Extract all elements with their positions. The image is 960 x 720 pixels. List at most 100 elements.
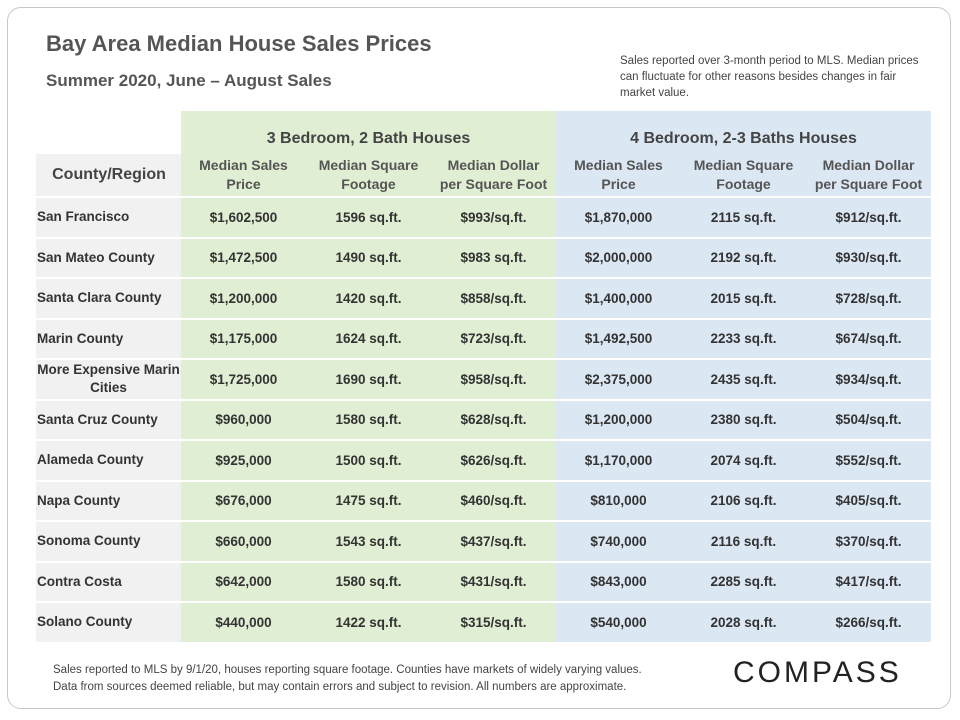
column-header-line: Median Dollar [822, 157, 915, 173]
column-header-line: Footage [716, 176, 771, 192]
table-cell: 1690 sq.ft. [306, 358, 431, 399]
column-header-line: per Square Foot [814, 176, 923, 192]
row-header-label: County/Region [36, 154, 181, 196]
table-cell: $983 sq.ft. [431, 236, 556, 277]
table-cell: 1500 sq.ft. [306, 439, 431, 480]
table-cell: $628/sq.ft. [431, 398, 556, 439]
table-cell: 2233 sq.ft. [681, 317, 806, 358]
row-label: Solano County [36, 601, 181, 642]
column-header-line: Footage [341, 176, 396, 192]
table-cell: $993/sq.ft. [431, 196, 556, 237]
column-header: Median Sales Price [556, 154, 681, 196]
table-cell: $431/sq.ft. [431, 560, 556, 601]
table-cell: 1475 sq.ft. [306, 479, 431, 520]
table-cell: 2435 sq.ft. [681, 358, 806, 399]
table-cell: $1,170,000 [556, 439, 681, 480]
column-header: Median Dollar per Square Foot [431, 154, 556, 196]
table-cell: 2285 sq.ft. [681, 560, 806, 601]
table-cell: 1596 sq.ft. [306, 196, 431, 237]
row-label: San Francisco [36, 196, 181, 237]
column-header-line: Price [226, 176, 261, 192]
table-cell: $437/sq.ft. [431, 520, 556, 561]
table-cell: 1580 sq.ft. [306, 560, 431, 601]
table-cell: $1,492,500 [556, 317, 681, 358]
table-cell: $460/sq.ft. [431, 479, 556, 520]
table-cell: $728/sq.ft. [806, 277, 931, 318]
column-header: Median Dollar per Square Foot [806, 154, 931, 196]
table-cell: $315/sq.ft. [431, 601, 556, 642]
table-cell: $405/sq.ft. [806, 479, 931, 520]
row-label: San Mateo County [36, 236, 181, 277]
table-cell: 1420 sq.ft. [306, 277, 431, 318]
column-header-line: Median Sales [574, 157, 663, 173]
table-cell: $626/sq.ft. [431, 439, 556, 480]
table-cell: $2,000,000 [556, 236, 681, 277]
table-cell: $930/sq.ft. [806, 236, 931, 277]
footer-line-2: Data from sources deemed reliable, but m… [53, 681, 627, 693]
table-cell: $440,000 [181, 601, 306, 642]
corner-blank [36, 111, 181, 154]
table-cell: $1,870,000 [556, 196, 681, 237]
table-cell: $925,000 [181, 439, 306, 480]
card-frame [7, 7, 951, 709]
table-cell: $552/sq.ft. [806, 439, 931, 480]
price-table: 3 Bedroom, 2 Bath Houses 4 Bedroom, 2-3 B… [36, 111, 931, 642]
row-label: Contra Costa [36, 560, 181, 601]
column-header: Median Sales Price [181, 154, 306, 196]
row-label: Santa Clara County [36, 277, 181, 318]
table-cell: 1624 sq.ft. [306, 317, 431, 358]
table-cell: $2,375,000 [556, 358, 681, 399]
table-cell: 2028 sq.ft. [681, 601, 806, 642]
table-cell: $674/sq.ft. [806, 317, 931, 358]
methodology-note: Sales reported over 3-month period to ML… [620, 55, 919, 99]
table-cell: 2192 sq.ft. [681, 236, 806, 277]
table-cell: 2115 sq.ft. [681, 196, 806, 237]
group-header-3bed: 3 Bedroom, 2 Bath Houses [181, 111, 556, 154]
table-cell: $1,200,000 [181, 277, 306, 318]
table-cell: 2015 sq.ft. [681, 277, 806, 318]
row-label: More Expensive Marin Cities [36, 358, 181, 399]
table-cell: 1543 sq.ft. [306, 520, 431, 561]
table-cell: 2106 sq.ft. [681, 479, 806, 520]
column-header-line: per Square Foot [439, 176, 548, 192]
table-cell: $1,200,000 [556, 398, 681, 439]
column-header-line: Median Square [693, 157, 794, 173]
row-label: Sonoma County [36, 520, 181, 561]
table-cell: $934/sq.ft. [806, 358, 931, 399]
table-cell: $504/sq.ft. [806, 398, 931, 439]
compass-logo: COMPASS [733, 656, 902, 689]
table-cell: $370/sq.ft. [806, 520, 931, 561]
footer-notes: Sales reported to MLS by 9/1/20, houses … [53, 662, 642, 696]
page-subtitle: Summer 2020, June – August Sales [46, 71, 332, 90]
page-title: Bay Area Median House Sales Prices [46, 31, 432, 56]
table-cell: $642,000 [181, 560, 306, 601]
row-label: Napa County [36, 479, 181, 520]
table-cell: 2380 sq.ft. [681, 398, 806, 439]
table-cell: $958/sq.ft. [431, 358, 556, 399]
table-cell: $843,000 [556, 560, 681, 601]
table-cell: 1490 sq.ft. [306, 236, 431, 277]
table-cell: $676,000 [181, 479, 306, 520]
table-cell: $417/sq.ft. [806, 560, 931, 601]
table-cell: $540,000 [556, 601, 681, 642]
table-cell: 2116 sq.ft. [681, 520, 806, 561]
row-label: Marin County [36, 317, 181, 358]
table-cell: $660,000 [181, 520, 306, 561]
table-cell: $810,000 [556, 479, 681, 520]
footer-line-1: Sales reported to MLS by 9/1/20, houses … [53, 664, 642, 676]
table-cell: $1,472,500 [181, 236, 306, 277]
group-header-4bed: 4 Bedroom, 2-3 Baths Houses [556, 111, 931, 154]
column-header-line: Median Dollar [447, 157, 540, 173]
table-cell: $266/sq.ft. [806, 601, 931, 642]
row-label: Santa Cruz County [36, 398, 181, 439]
table-cell: $960,000 [181, 398, 306, 439]
table-cell: $1,725,000 [181, 358, 306, 399]
table-cell: $912/sq.ft. [806, 196, 931, 237]
table-cell: $740,000 [556, 520, 681, 561]
column-header-line: Median Square [318, 157, 419, 173]
column-header: Median Square Footage [306, 154, 431, 196]
table-cell: 1422 sq.ft. [306, 601, 431, 642]
table-cell: $1,175,000 [181, 317, 306, 358]
column-header-line: Price [601, 176, 636, 192]
table-cell: $723/sq.ft. [431, 317, 556, 358]
